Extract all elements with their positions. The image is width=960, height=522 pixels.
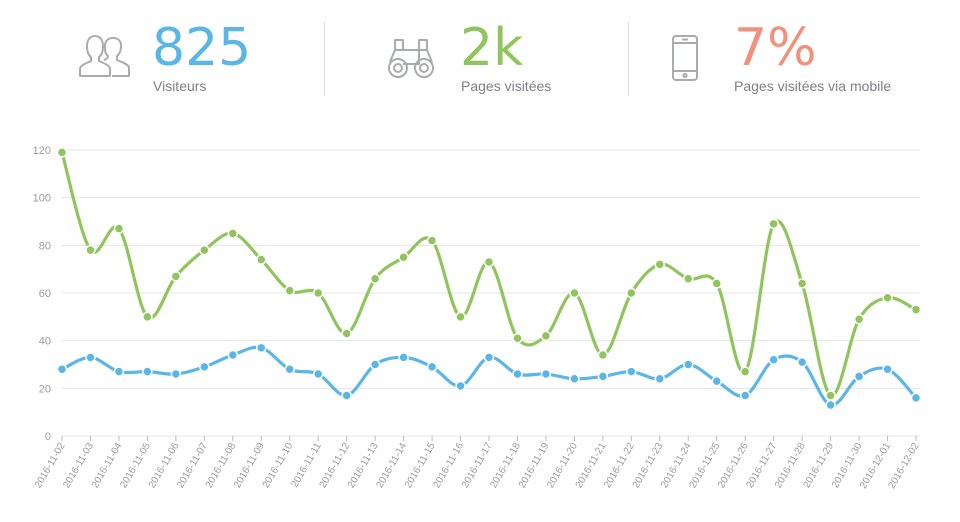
data-point [626, 366, 637, 377]
data-point [910, 392, 922, 404]
data-point [626, 287, 637, 299]
data-point [142, 311, 153, 323]
data-point [56, 147, 68, 158]
stat-mobile-value: 7% [734, 18, 817, 78]
stat-pages-label: Pages visitées [461, 78, 552, 94]
data-point [796, 278, 808, 289]
divider [628, 22, 629, 96]
data-point [113, 223, 125, 234]
data-point [85, 352, 96, 363]
data-point [312, 368, 324, 380]
data-point [711, 278, 722, 289]
divider [324, 22, 325, 96]
stat-visitors-value: 825 [152, 18, 252, 78]
data-point [739, 366, 751, 377]
stat-pages-value: 2k [460, 18, 524, 78]
data-point [483, 352, 495, 363]
data-point [768, 218, 779, 230]
data-point [540, 368, 552, 380]
data-point [512, 368, 523, 380]
data-point [683, 359, 694, 370]
binoculars-icon [386, 34, 436, 85]
data-point [796, 356, 808, 368]
y-tick-label: 60 [39, 288, 51, 300]
data-point [142, 366, 153, 377]
data-point [597, 371, 609, 382]
data-point [654, 259, 666, 270]
data-point [398, 352, 409, 363]
y-tick-label: 20 [39, 383, 51, 395]
data-point [540, 330, 552, 342]
data-point [284, 285, 295, 296]
data-point [170, 271, 182, 282]
data-point [853, 371, 865, 382]
data-point [398, 252, 409, 263]
data-point [768, 354, 779, 365]
data-point [227, 349, 239, 361]
stat-mobile-label: Pages visitées via mobile [734, 78, 892, 94]
y-tick-label: 0 [45, 431, 51, 443]
data-point [597, 349, 609, 361]
stat-visitors-label: Visiteurs [153, 78, 207, 94]
mobile-phone-icon [670, 34, 700, 87]
data-point [369, 359, 381, 370]
data-point [256, 254, 267, 265]
data-point [455, 380, 466, 392]
data-point [341, 390, 352, 401]
data-point [199, 361, 210, 373]
data-point [341, 328, 352, 339]
data-point [882, 292, 893, 304]
y-tick-label: 40 [39, 336, 51, 348]
data-point [483, 256, 495, 268]
data-point [312, 287, 324, 299]
data-point [825, 390, 836, 401]
data-point [739, 390, 751, 401]
data-point [569, 373, 580, 385]
data-point [654, 373, 666, 385]
data-point [825, 399, 836, 411]
data-point [113, 366, 125, 377]
data-point [284, 364, 295, 375]
data-point [853, 313, 865, 325]
data-point [426, 235, 438, 246]
data-point [882, 364, 893, 375]
data-point [569, 287, 580, 299]
data-point [369, 273, 381, 284]
data-point [683, 273, 694, 284]
data-point [227, 228, 239, 239]
y-tick-label: 80 [39, 240, 51, 252]
data-point [85, 244, 96, 256]
data-point [256, 342, 267, 354]
y-tick-label: 100 [33, 193, 51, 205]
data-point [199, 244, 210, 256]
y-tick-label: 120 [33, 145, 51, 157]
data-point [512, 333, 523, 344]
data-point [56, 364, 68, 375]
data-point [910, 304, 922, 315]
data-point [170, 368, 182, 380]
data-point [711, 375, 722, 387]
data-point [426, 361, 438, 373]
data-point [455, 311, 466, 323]
line-chart: 0204060801001202016-11-022016-11-032016-… [33, 145, 922, 491]
users-icon [78, 34, 132, 85]
